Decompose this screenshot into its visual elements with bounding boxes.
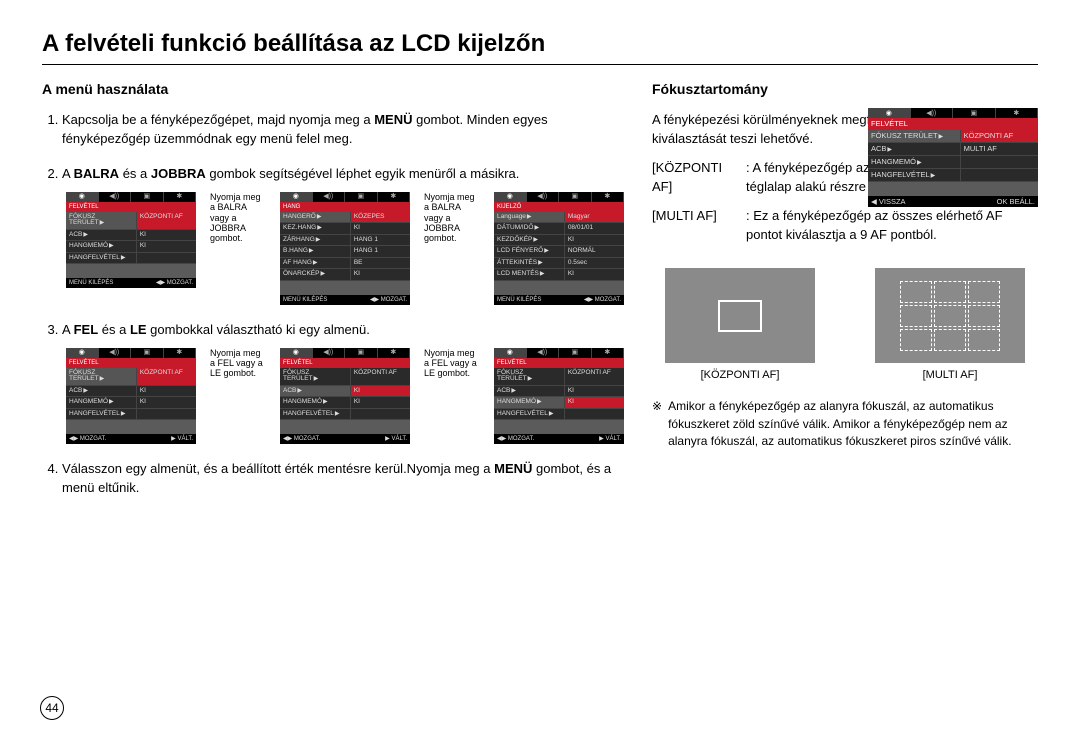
af-multi-thumb [875,268,1025,363]
af-center-box: [KÖZPONTI AF] [665,268,815,384]
t: A [62,322,74,337]
t: Kapcsolja be a fényképezőgépet, majd nyo… [62,112,374,127]
lcd-shooting: ◉◀))▣✱FELVÉTELFÓKUSZ TERÜLET▶KÖZPONTI AF… [66,192,196,289]
step-3: A FEL és a LE gombokkal választható ki e… [62,321,624,444]
lcd-row-2: ◉◀))▣✱FELVÉTELFÓKUSZ TERÜLET▶KÖZPONTI AF… [66,348,624,445]
lcd-sound: ◉◀))▣✱HANGHANGERŐ▶KÖZEPESKEZ.HANG▶KIZÁRH… [280,192,410,305]
lcd-sub1: ◉◀))▣✱FELVÉTELFÓKUSZ TERÜLET▶KÖZPONTI AF… [66,348,196,445]
step-4: Válasszon egy almenüt, és a beállított é… [62,460,624,498]
caption-lr-1: Nyomja meg a BALRA vagy a JOBBRA gombot. [210,192,266,244]
title-rule [42,64,1038,65]
multi-grid-icon [900,281,1000,351]
af-center-label: [KÖZPONTI AF] [665,368,815,384]
lcd-display: ◉◀))▣✱KIJELZŐLanguage▶MagyarDÁTUM/IDŐ▶08… [494,192,624,305]
t: gombokkal választható ki egy almenü. [147,322,370,337]
t: LE [130,322,147,337]
left-heading: A menü használata [42,79,624,99]
step-2: A BALRA és a JOBBRA gombok segítségével … [62,165,624,305]
def-term-1: [MULTI AF] [652,207,742,226]
t: A [62,166,74,181]
right-heading: Fókusztartomány [652,79,1038,99]
lcd-focus-range: ◉◀))▣✱FELVÉTELFÓKUSZ TERÜLET▶KÖZPONTI AF… [868,108,1038,207]
t: BALRA [74,166,120,181]
af-previews: [KÖZPONTI AF] [MULTI AF] [652,268,1038,384]
reference-mark-icon: ※ [652,398,662,450]
note-text: Amikor a fényképezőgép az alanyra fókusz… [668,398,1038,450]
t: és a [98,322,130,337]
page-number: 44 [40,696,64,720]
af-multi-label: [MULTI AF] [875,368,1025,384]
def-term-0: [KÖZPONTI AF] [652,159,742,197]
af-center-thumb [665,268,815,363]
left-column: A menü használata Kapcsolja be a fénykép… [42,79,624,514]
page-title: A felvételi funkció beállítása az LCD ki… [42,30,1038,58]
lcd-sub2: ◉◀))▣✱FELVÉTELFÓKUSZ TERÜLET▶KÖZPONTI AF… [280,348,410,445]
t: MENÜ [374,112,412,127]
t: gombok segítségével léphet egyik menüről… [206,166,520,181]
lcd-row-1: ◉◀))▣✱FELVÉTELFÓKUSZ TERÜLET▶KÖZPONTI AF… [66,192,624,305]
af-multi-box: [MULTI AF] [875,268,1025,384]
caption-lr-2: Nyomja meg a BALRA vagy a JOBBRA gombot. [424,192,480,244]
t: MENÜ [494,461,532,476]
lcd-sub3: ◉◀))▣✱FELVÉTELFÓKUSZ TERÜLET▶KÖZPONTI AF… [494,348,624,445]
t: és a [119,166,151,181]
focus-note: ※ Amikor a fényképezőgép az alanyra fóku… [652,398,1038,450]
step-list: Kapcsolja be a fényképezőgépet, majd nyo… [42,111,624,498]
center-frame-icon [718,300,762,332]
def-text-1: : Ez a fényképezőgép az összes elérhető … [746,207,1038,245]
t: JOBBRA [151,166,206,181]
caption-ud-1: Nyomja meg a FEL vagy a LE gombot. [210,348,266,379]
caption-ud-2: Nyomja meg a FEL vagy a LE gombot. [424,348,480,379]
t: FEL [74,322,99,337]
t: Válasszon egy almenüt, és a beállított é… [62,461,494,476]
step-1: Kapcsolja be a fényképezőgépet, majd nyo… [62,111,624,149]
